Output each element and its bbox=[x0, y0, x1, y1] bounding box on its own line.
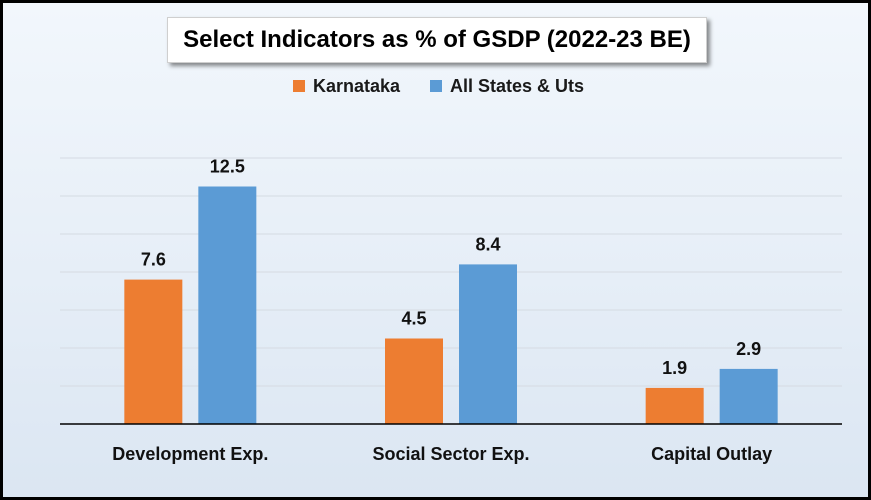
chart-title: Select Indicators as % of GSDP (2022-23 … bbox=[167, 17, 707, 63]
data-label-karnataka-social-sector-exp: 4.5 bbox=[401, 309, 426, 329]
bar-all-states-development-exp bbox=[198, 186, 257, 424]
category-label-development-exp: Development Exp. bbox=[112, 444, 268, 464]
bar-karnataka-development-exp bbox=[124, 279, 183, 424]
bar-karnataka-capital-outlay bbox=[645, 387, 704, 424]
data-label-all-states-development-exp: 12.5 bbox=[210, 157, 245, 177]
category-label-social-sector-exp: Social Sector Exp. bbox=[372, 444, 529, 464]
legend-item-karnataka: Karnataka bbox=[292, 75, 400, 97]
data-label-all-states-social-sector-exp: 8.4 bbox=[475, 234, 500, 254]
legend-label-all-states: All States & Uts bbox=[450, 75, 585, 96]
bar-karnataka-social-sector-exp bbox=[385, 338, 443, 424]
legend-item-all-states: All States & Uts bbox=[430, 76, 584, 97]
legend-label-karnataka: Karnataka bbox=[312, 75, 400, 96]
data-label-all-states-capital-outlay: 2.9 bbox=[736, 339, 761, 359]
legend: Karnataka All States & Uts bbox=[3, 73, 871, 99]
data-label-karnataka-capital-outlay: 1.9 bbox=[662, 358, 687, 378]
data-label-karnataka-development-exp: 7.6 bbox=[141, 250, 166, 270]
category-label-capital-outlay: Capital Outlay bbox=[651, 444, 772, 464]
bar-all-states-social-sector-exp bbox=[459, 264, 517, 424]
bar-all-states-capital-outlay bbox=[719, 368, 778, 424]
legend-swatch-karnataka bbox=[292, 80, 305, 92]
legend-swatch-all-states bbox=[430, 80, 442, 92]
